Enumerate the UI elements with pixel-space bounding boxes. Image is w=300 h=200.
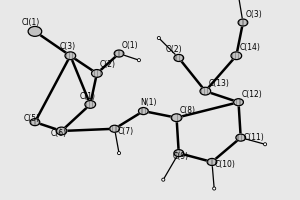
Text: O(1): O(1): [122, 41, 139, 50]
Text: C(6): C(6): [50, 129, 67, 138]
Text: N(1): N(1): [140, 98, 156, 107]
Text: C(14): C(14): [239, 43, 260, 52]
Ellipse shape: [207, 158, 217, 166]
Text: C(8): C(8): [180, 106, 196, 115]
Ellipse shape: [174, 54, 184, 61]
Ellipse shape: [238, 19, 248, 26]
Ellipse shape: [85, 101, 96, 108]
Text: C(11): C(11): [244, 133, 265, 142]
Ellipse shape: [236, 134, 246, 141]
Text: C(7): C(7): [118, 127, 134, 136]
Ellipse shape: [234, 99, 243, 106]
Text: C(10): C(10): [214, 160, 235, 169]
Ellipse shape: [174, 150, 184, 157]
Ellipse shape: [28, 26, 42, 36]
Ellipse shape: [65, 52, 76, 60]
Circle shape: [157, 36, 161, 40]
Circle shape: [213, 187, 216, 190]
Circle shape: [162, 178, 165, 181]
Text: Cl(1): Cl(1): [22, 18, 40, 27]
Ellipse shape: [171, 114, 182, 122]
Ellipse shape: [231, 52, 242, 60]
Ellipse shape: [110, 125, 119, 132]
Text: C(5): C(5): [24, 114, 40, 123]
Text: C(9): C(9): [172, 152, 188, 161]
Ellipse shape: [56, 127, 67, 135]
Ellipse shape: [139, 108, 148, 115]
Ellipse shape: [114, 50, 124, 57]
Circle shape: [263, 143, 267, 146]
Text: O(3): O(3): [246, 10, 263, 19]
Ellipse shape: [200, 87, 211, 95]
Text: O(2): O(2): [166, 45, 182, 54]
Ellipse shape: [30, 119, 40, 126]
Text: C(1): C(1): [79, 92, 95, 101]
Text: C(13): C(13): [208, 79, 229, 88]
Text: C(3): C(3): [59, 42, 75, 51]
Ellipse shape: [92, 70, 102, 77]
Circle shape: [137, 59, 140, 62]
Text: C(2): C(2): [100, 60, 116, 69]
Text: C(12): C(12): [242, 90, 262, 99]
Circle shape: [118, 152, 121, 155]
